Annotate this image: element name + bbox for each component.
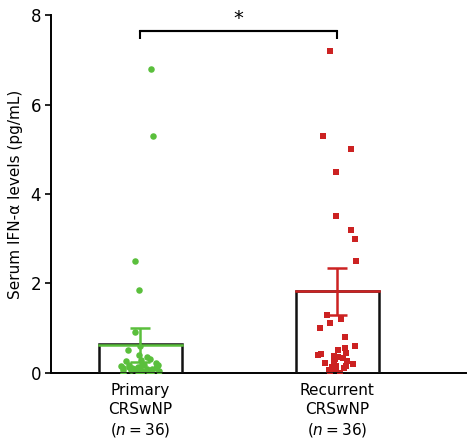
Point [337,316,345,323]
Point [352,342,359,350]
Point [343,358,351,365]
Point [337,369,344,376]
Point [147,65,155,72]
Point [325,367,332,374]
Point [321,359,328,367]
Point [136,287,143,294]
Point [146,356,154,363]
Point [132,365,139,372]
Point [118,363,125,370]
Point [134,369,141,376]
Point [150,132,157,139]
Point [335,347,342,354]
Point [135,351,143,358]
Point [125,364,133,371]
Point [341,333,348,341]
Point [328,364,336,371]
Point [326,369,334,376]
Point [318,350,325,358]
Point [127,367,135,374]
Point [135,363,142,371]
Point [153,363,161,370]
Point [330,352,338,359]
Point [145,368,153,375]
Point [342,363,350,370]
Y-axis label: Serum IFN-α levels (pg/mL): Serum IFN-α levels (pg/mL) [9,89,23,299]
Point [125,347,132,354]
Point [148,366,156,373]
Point [352,257,360,265]
Point [137,357,145,364]
Point [340,365,347,372]
Point [342,349,349,356]
Point [153,364,160,371]
Point [119,367,127,374]
Point [122,358,129,365]
Point [326,47,334,55]
Point [319,132,327,139]
Point [328,366,336,373]
Point [154,362,162,369]
Point [332,366,339,373]
Text: *: * [234,9,244,28]
Point [323,311,331,318]
Point [140,362,148,369]
Point [316,325,324,332]
Point [136,342,144,350]
Point [351,235,359,242]
Point [332,168,340,175]
Point [314,351,321,358]
Point [330,357,338,364]
Point [137,367,144,374]
Point [147,369,155,376]
Point [126,361,133,368]
Point [330,361,338,368]
Bar [296,291,379,373]
Bar [99,345,182,373]
Point [331,356,338,363]
Point [333,213,340,220]
Point [143,354,151,361]
Point [137,366,144,373]
Point [341,345,349,352]
Point [155,368,163,375]
Point [138,367,146,375]
Point [347,146,355,153]
Point [131,329,139,336]
Point [350,360,357,367]
Point [138,360,146,367]
Point [119,369,127,376]
Point [326,320,334,327]
Point [335,354,342,361]
Point [153,359,160,367]
Point [144,366,151,373]
Point [332,363,339,370]
Point [119,365,127,372]
Point [347,226,355,233]
Point [131,257,138,265]
Point [128,365,136,372]
Point [339,354,346,362]
